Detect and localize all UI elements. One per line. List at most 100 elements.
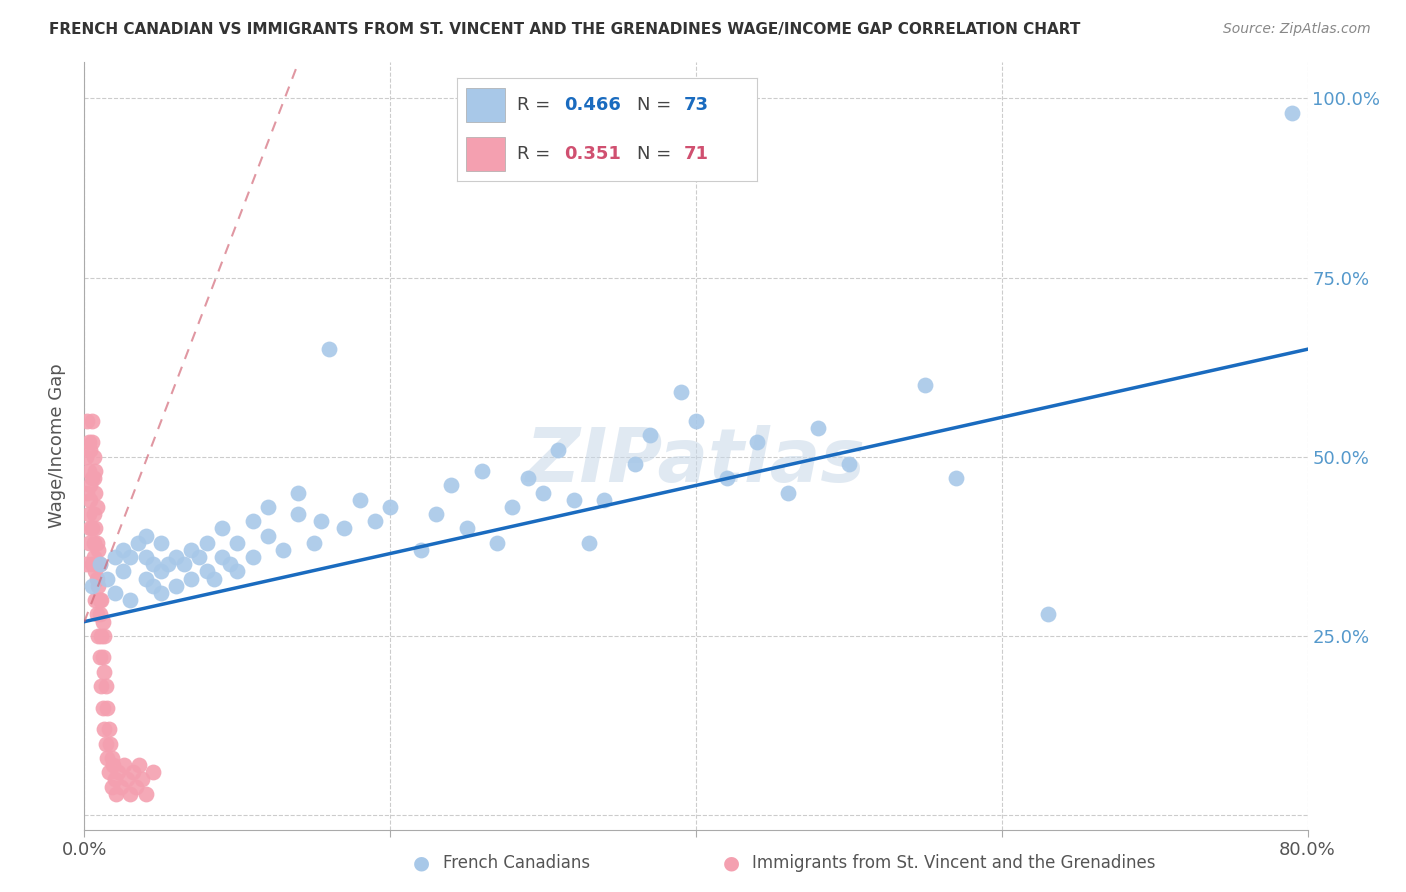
Point <box>79 478 101 492</box>
Point <box>409 543 432 558</box>
Point <box>87 579 110 593</box>
Point <box>593 492 616 507</box>
Point <box>333 521 356 535</box>
Point <box>93 629 115 643</box>
Point <box>165 550 187 565</box>
Point <box>101 751 124 765</box>
Point <box>242 550 264 565</box>
Point <box>638 428 661 442</box>
Point <box>516 471 538 485</box>
Text: ●: ● <box>413 854 430 872</box>
Point <box>122 765 145 780</box>
Point <box>84 565 107 579</box>
Point <box>716 471 738 485</box>
Point <box>226 565 249 579</box>
Point <box>105 787 128 801</box>
Point <box>104 772 127 787</box>
Point <box>77 464 100 478</box>
Point <box>120 550 142 565</box>
Point <box>226 536 249 550</box>
Point <box>115 772 138 787</box>
Point <box>128 758 150 772</box>
Point <box>287 485 309 500</box>
Point <box>80 471 103 485</box>
Point <box>83 471 105 485</box>
Point <box>142 765 165 780</box>
Y-axis label: Wage/Income Gap: Wage/Income Gap <box>48 364 66 528</box>
Point <box>84 464 107 478</box>
Point <box>211 550 233 565</box>
Point <box>89 650 111 665</box>
Text: ●: ● <box>723 854 740 872</box>
Point <box>83 450 105 464</box>
Point <box>157 558 180 572</box>
Point <box>1281 105 1303 120</box>
Text: FRENCH CANADIAN VS IMMIGRANTS FROM ST. VINCENT AND THE GRENADINES WAGE/INCOME GA: FRENCH CANADIAN VS IMMIGRANTS FROM ST. V… <box>49 22 1081 37</box>
Point <box>120 787 142 801</box>
Point <box>90 593 112 607</box>
Point <box>127 536 149 550</box>
Point <box>104 586 127 600</box>
Point <box>103 758 125 772</box>
Point <box>1036 607 1059 622</box>
Point <box>120 593 142 607</box>
Point <box>135 787 157 801</box>
Point <box>93 665 115 679</box>
Point <box>97 765 120 780</box>
Point <box>131 772 153 787</box>
Point <box>80 558 103 572</box>
Point <box>75 450 97 464</box>
Point <box>180 572 202 586</box>
Point <box>96 700 118 714</box>
Point <box>149 536 172 550</box>
Point <box>89 593 111 607</box>
Point <box>685 414 707 428</box>
Point <box>84 521 107 535</box>
Point <box>86 572 108 586</box>
Point <box>80 435 103 450</box>
Point <box>77 507 100 521</box>
Point <box>77 536 100 550</box>
Point <box>77 435 100 450</box>
Point <box>135 528 157 542</box>
Point <box>669 385 692 400</box>
Point <box>776 485 799 500</box>
Text: French Canadians: French Canadians <box>443 855 591 872</box>
Point <box>94 737 117 751</box>
Point <box>624 457 647 471</box>
Point <box>86 500 108 514</box>
Point <box>807 421 830 435</box>
Point <box>547 442 569 457</box>
Point <box>89 558 111 572</box>
Point <box>425 507 447 521</box>
Point <box>149 586 172 600</box>
Point <box>96 751 118 765</box>
Point <box>84 593 107 607</box>
Point <box>242 514 264 528</box>
Point <box>90 629 112 643</box>
Point <box>195 536 218 550</box>
Point <box>440 478 463 492</box>
Point <box>87 629 110 643</box>
Point <box>486 536 509 550</box>
Point <box>91 650 114 665</box>
Point <box>562 492 585 507</box>
Point <box>202 572 225 586</box>
Point <box>165 579 187 593</box>
Point <box>302 536 325 550</box>
Point <box>112 758 135 772</box>
Point <box>747 435 769 450</box>
Point <box>94 679 117 693</box>
Point <box>76 485 98 500</box>
Point <box>287 507 309 521</box>
Point <box>149 565 172 579</box>
Point <box>502 500 524 514</box>
Point <box>79 521 101 535</box>
Point <box>89 607 111 622</box>
Text: ZIPatlas: ZIPatlas <box>526 425 866 498</box>
Point <box>318 342 340 356</box>
Point <box>311 514 333 528</box>
Point <box>80 414 103 428</box>
Point <box>97 722 120 736</box>
Point <box>75 558 97 572</box>
